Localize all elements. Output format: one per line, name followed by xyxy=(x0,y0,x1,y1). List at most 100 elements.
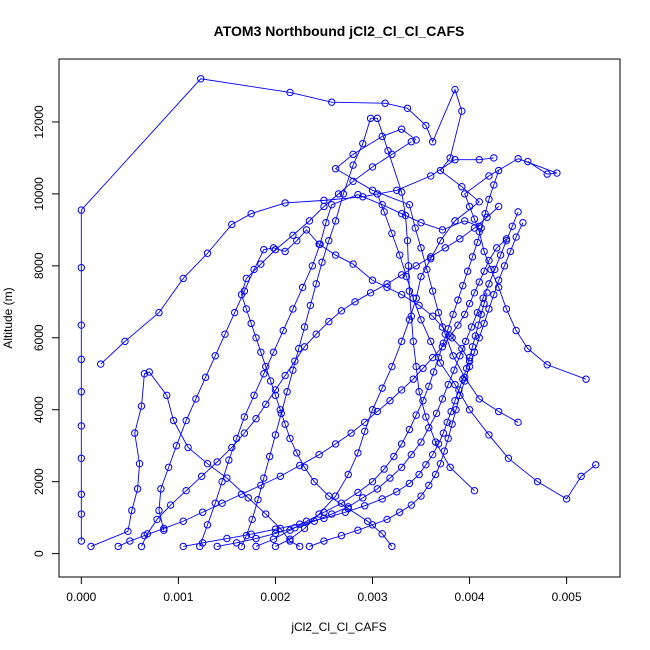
data-point xyxy=(87,542,95,551)
data-point xyxy=(77,537,86,545)
data-point xyxy=(582,375,590,383)
data-point xyxy=(402,272,411,281)
data-point xyxy=(289,366,297,374)
data-point xyxy=(359,193,367,201)
data-point xyxy=(77,263,86,272)
data-point xyxy=(271,525,280,533)
series-layer xyxy=(77,75,600,551)
data-point xyxy=(533,477,542,486)
data-point xyxy=(140,370,149,378)
data-point xyxy=(260,370,268,378)
data-point xyxy=(160,524,168,533)
data-point xyxy=(506,247,515,256)
data-point xyxy=(378,200,386,209)
data-point xyxy=(490,181,498,189)
data-point xyxy=(397,271,406,279)
data-point xyxy=(237,542,246,551)
data-point xyxy=(388,362,396,371)
data-point xyxy=(302,226,311,234)
data-point xyxy=(182,486,190,495)
data-point xyxy=(312,330,320,338)
data-point xyxy=(137,542,146,551)
data-point xyxy=(300,463,309,471)
y-tick-label: 2000 xyxy=(32,468,46,495)
data-point xyxy=(514,418,522,427)
data-point xyxy=(417,244,425,252)
data-point xyxy=(254,495,262,504)
data-point xyxy=(397,463,406,471)
data-point xyxy=(403,236,412,245)
data-point xyxy=(252,542,260,551)
data-point xyxy=(223,534,231,543)
data-point xyxy=(490,290,498,299)
data-point xyxy=(459,375,467,383)
data-point xyxy=(443,418,451,427)
data-point xyxy=(265,452,274,461)
data-point xyxy=(328,98,336,106)
data-point xyxy=(508,222,516,230)
data-point xyxy=(454,321,462,329)
data-point xyxy=(276,472,284,480)
data-point xyxy=(434,440,443,448)
data-point xyxy=(228,443,236,452)
data-point xyxy=(409,294,417,302)
data-point xyxy=(475,334,483,342)
data-point xyxy=(483,289,491,297)
data-point xyxy=(444,380,452,389)
series-line xyxy=(376,193,597,500)
x-tick-label: 0.000 xyxy=(66,590,96,604)
data-point xyxy=(218,477,226,486)
data-point xyxy=(494,166,503,175)
data-point xyxy=(461,337,470,346)
data-point xyxy=(434,353,443,362)
data-point xyxy=(197,75,205,83)
data-point xyxy=(480,299,488,308)
data-point xyxy=(320,514,328,523)
data-point xyxy=(320,537,328,545)
data-point xyxy=(184,443,192,452)
data-point xyxy=(378,384,386,392)
data-point xyxy=(281,371,289,380)
data-point xyxy=(417,272,425,281)
data-point xyxy=(512,326,520,335)
chart-title: ATOM3 Northbound jCl2_Cl_Cl_CAFS xyxy=(214,23,465,39)
data-point xyxy=(432,409,441,418)
data-point xyxy=(361,502,369,510)
data-point xyxy=(218,499,226,507)
data-point xyxy=(475,395,483,403)
data-point xyxy=(179,274,187,283)
data-point xyxy=(397,209,406,218)
data-point xyxy=(514,208,522,216)
data-point xyxy=(441,244,449,252)
data-point xyxy=(422,121,430,130)
data-point xyxy=(201,373,210,382)
data-point xyxy=(456,352,464,360)
data-point xyxy=(289,231,297,239)
data-point xyxy=(300,524,309,533)
data-point xyxy=(504,454,513,462)
data-point xyxy=(296,520,304,528)
data-point xyxy=(337,531,346,540)
data-point xyxy=(203,459,212,468)
data-point xyxy=(500,262,509,270)
series-line xyxy=(100,157,494,365)
series-line xyxy=(464,158,587,380)
data-point xyxy=(325,317,333,326)
data-point xyxy=(480,267,488,275)
data-point xyxy=(286,537,294,545)
data-point xyxy=(468,343,477,351)
y-tick-label: 6000 xyxy=(32,324,46,351)
data-point xyxy=(450,366,458,374)
data-point xyxy=(283,388,291,396)
data-point xyxy=(361,427,369,436)
x-tick-label: 0.002 xyxy=(260,590,290,604)
data-point xyxy=(477,224,485,232)
data-point xyxy=(328,200,336,209)
data-point xyxy=(553,169,561,177)
data-point xyxy=(465,299,474,308)
x-tick-label: 0.004 xyxy=(455,590,485,604)
data-point xyxy=(354,488,362,497)
data-point xyxy=(310,517,318,525)
data-point xyxy=(334,190,343,198)
data-point xyxy=(403,104,412,112)
